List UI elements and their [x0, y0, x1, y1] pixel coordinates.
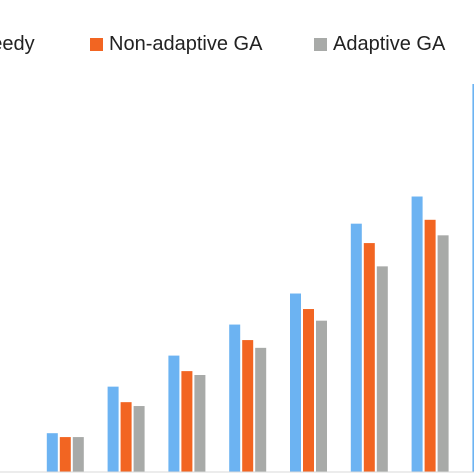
- bar-adaptive-ga-7: [376, 266, 388, 472]
- legend-swatch-non-adaptive-ga: [90, 38, 103, 51]
- bar-adaptive-ga-4: [194, 375, 206, 472]
- bar-greedy-2: [46, 433, 58, 472]
- bar-non-adaptive-ga-6: [303, 309, 314, 472]
- bar-greedy-partial: [472, 84, 474, 472]
- bar-greedy-6: [290, 293, 301, 472]
- legend-label-adaptive-ga: Adaptive GA: [333, 33, 446, 55]
- bar-greedy-7: [350, 223, 362, 472]
- legend: Greedy Non-adaptive GA Adaptive GA: [0, 33, 446, 55]
- legend-label-greedy: Greedy: [0, 33, 35, 55]
- bar-non-adaptive-ga-7: [363, 243, 375, 472]
- bar-non-adaptive-ga-2: [59, 437, 71, 472]
- bars-area: [46, 84, 474, 472]
- bar-greedy-5: [229, 324, 241, 472]
- bar-non-adaptive-ga-8: [424, 219, 436, 472]
- bar-non-adaptive-ga-4: [181, 371, 193, 472]
- legend-label-non-adaptive-ga: Non-adaptive GA: [109, 33, 263, 55]
- bar-adaptive-ga-2: [72, 437, 84, 472]
- bar-adaptive-ga-5: [255, 347, 267, 472]
- bar-adaptive-ga-8: [437, 235, 449, 472]
- bar-non-adaptive-ga-3: [120, 402, 132, 472]
- bar-adaptive-ga-6: [316, 320, 327, 472]
- bar-greedy-3: [107, 386, 119, 472]
- bar-greedy-4: [168, 355, 180, 472]
- legend-swatch-adaptive-ga: [314, 38, 327, 51]
- bar-non-adaptive-ga-5: [242, 340, 254, 472]
- bar-adaptive-ga-3: [133, 406, 145, 472]
- bar-greedy-8: [411, 196, 423, 472]
